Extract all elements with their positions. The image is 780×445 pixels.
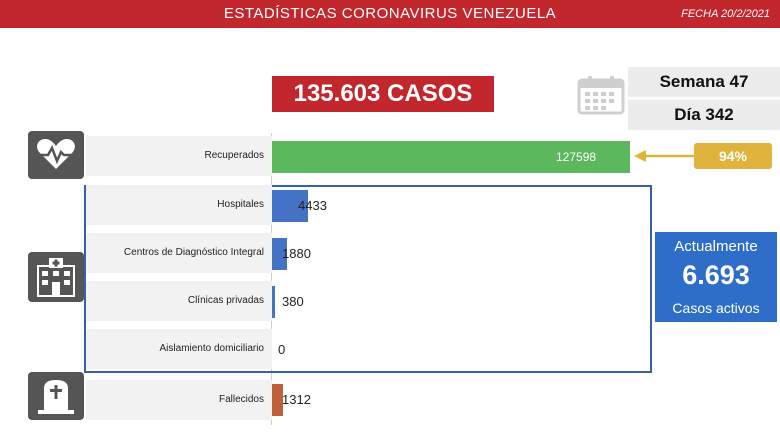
- value-aislamiento: 0: [278, 342, 286, 357]
- active-cases-box: Actualmente 6.693 Casos activos: [655, 232, 777, 322]
- value-cdi: 1880: [282, 246, 311, 261]
- value-hospitales: 4433: [298, 198, 327, 213]
- report-date: FECHA 20/2/2021: [681, 8, 770, 20]
- recovered-value: 127598: [556, 150, 597, 164]
- grave-icon: [28, 372, 84, 420]
- row-label-aislamiento: Aislamiento domiciliario: [159, 343, 264, 354]
- deaths-bar: [272, 384, 283, 416]
- day-box: Día 342: [628, 100, 780, 130]
- hospitalization-frame: [84, 185, 652, 373]
- page-title: ESTADÍSTICAS CORONAVIRUS VENEZUELA: [223, 5, 557, 22]
- row-label-clinicas: Clínicas privadas: [187, 295, 264, 306]
- recovered-label: Recuperados: [204, 150, 264, 161]
- axis-line: [271, 133, 272, 425]
- row-label-cdi: Centros de Diagnóstico Integral: [123, 247, 264, 258]
- row-bg-cdi: [86, 233, 272, 273]
- active-cases-subtitle: Casos activos: [672, 300, 760, 316]
- active-cases-title: Actualmente: [674, 238, 758, 255]
- active-cases-value: 6.693: [682, 260, 750, 290]
- bar-hospitales: [272, 190, 308, 222]
- row-label-hospitales: Hospitales: [217, 199, 264, 210]
- bar-clinicas: [272, 286, 275, 318]
- row-bg-aislamiento: [86, 329, 272, 369]
- recovered-bar: [272, 141, 630, 173]
- heart-pulse-icon: [28, 131, 84, 179]
- recovered-percent-badge: 94%: [694, 143, 772, 169]
- arrow-left-icon: [634, 150, 694, 162]
- deaths-label: Fallecidos: [218, 394, 264, 405]
- row-bg-clinicas: [86, 281, 272, 321]
- deaths-row-bg: [86, 380, 272, 420]
- value-clinicas: 380: [282, 294, 304, 309]
- hospital-building-icon: [28, 252, 84, 302]
- deaths-value: 1312: [282, 392, 311, 407]
- recovered-row-bg: [86, 136, 272, 176]
- total-cases-badge: 135.603 CASOS: [272, 76, 494, 112]
- week-box: Semana 47: [628, 67, 780, 97]
- header-bar: [0, 0, 780, 28]
- row-bg-hospitales: [86, 185, 272, 225]
- calendar-icon: [577, 76, 625, 115]
- bar-cdi: [272, 238, 287, 270]
